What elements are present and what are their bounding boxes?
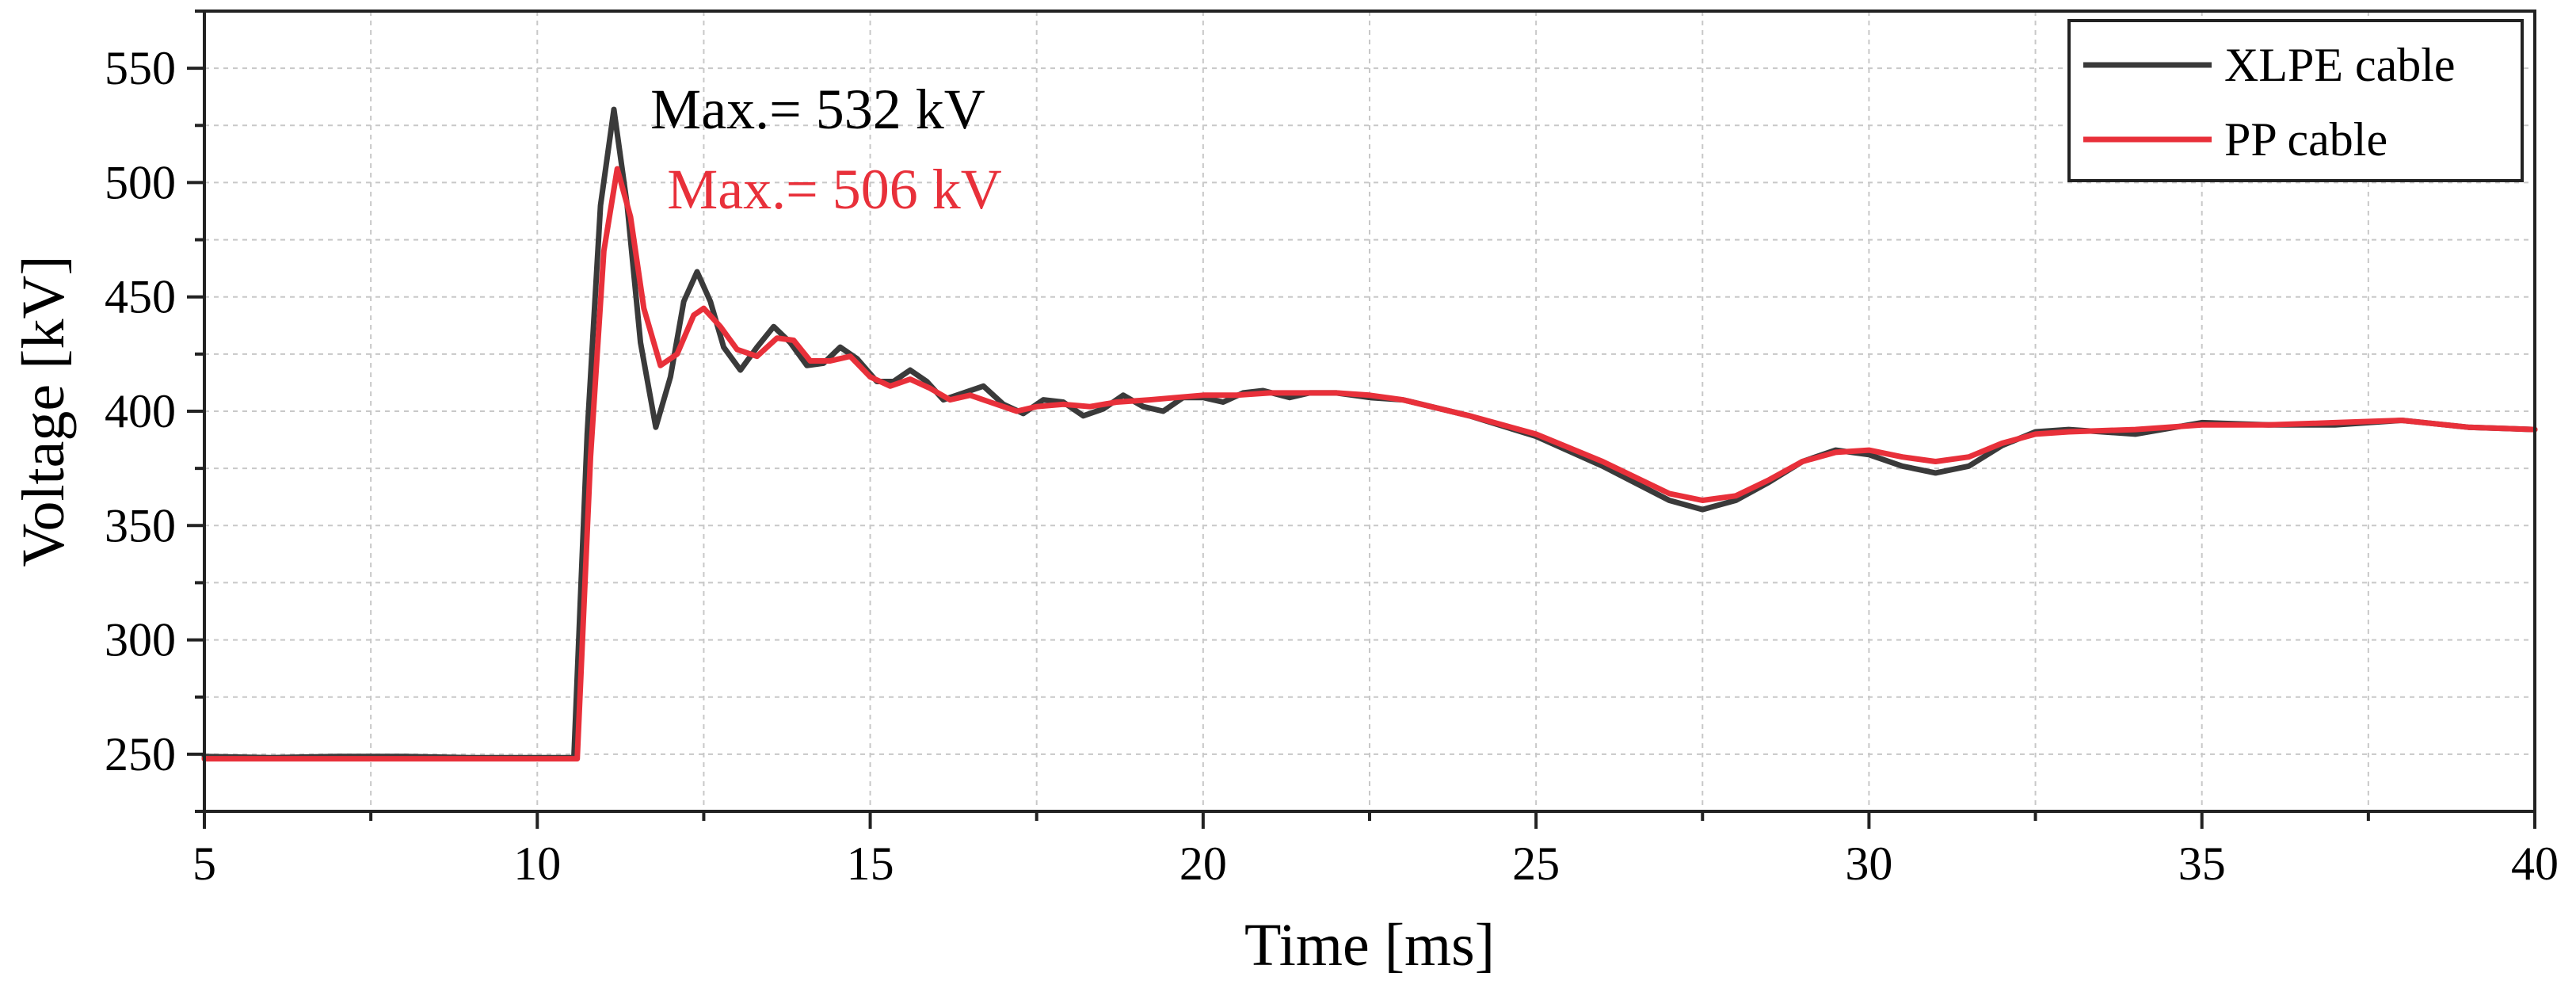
y-tick-label: 300 [105,614,176,666]
y-tick-label: 250 [105,728,176,780]
x-axis-title: Time [ms] [1244,912,1495,979]
series-line-xlpe [201,106,2538,761]
x-tick-label: 10 [513,837,561,890]
x-tick-label: 25 [1512,837,1560,890]
x-tick-label: 30 [1845,837,1892,890]
tick-labels: 5 10 15 20 25 30 35 40 250 300 350 400 450 500 550 [105,42,2559,890]
max-annotation-pp: Max.= 506 kV [667,158,1002,221]
legend-label-xlpe: XLPE cable [2224,39,2456,91]
y-tick-label: 400 [105,385,176,437]
series-line-pp [201,166,2538,762]
series-layer [201,106,2538,762]
legend-label-pp: PP cable [2224,113,2387,166]
x-tick-label: 15 [847,837,894,890]
x-tick-label: 35 [2178,837,2226,890]
y-tick-label: 350 [105,499,176,551]
y-tick-label: 450 [105,271,176,323]
x-tick-label: 40 [2511,837,2559,890]
y-axis-title: Voltage [kV] [10,255,77,567]
legend-box [2067,19,2524,182]
legend: XLPE cable PP cable [2067,19,2524,182]
ticks [187,10,2536,829]
x-tick-label: 5 [192,837,216,890]
max-annotation-xlpe: Max.= 532 kV [650,78,985,141]
y-tick-label: 500 [105,156,176,208]
y-tick-label: 550 [105,42,176,94]
x-tick-label: 20 [1179,837,1227,890]
